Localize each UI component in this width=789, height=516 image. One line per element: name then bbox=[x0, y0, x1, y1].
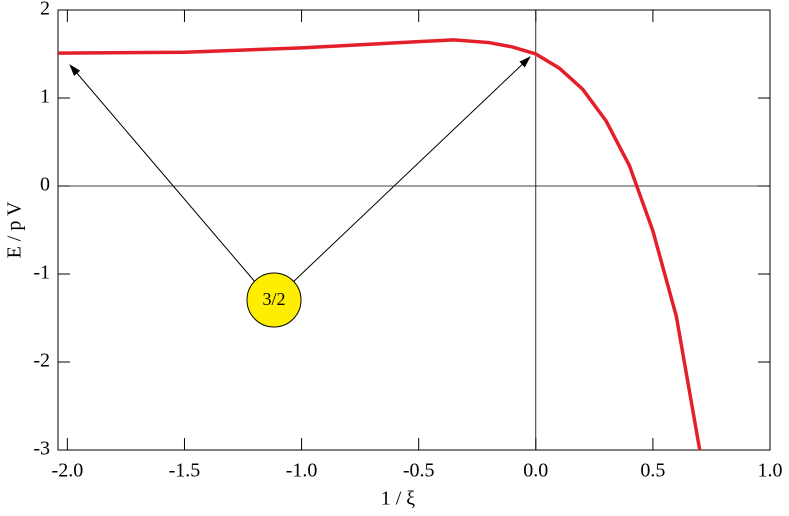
y-tick-label: -1 bbox=[33, 262, 50, 284]
y-axis-label: E / p V bbox=[4, 201, 26, 258]
annotation-circle bbox=[246, 272, 302, 328]
y-tick-label: 2 bbox=[40, 0, 50, 20]
x-tick-label: -1.0 bbox=[286, 460, 318, 482]
y-tick-label: 1 bbox=[40, 86, 50, 108]
x-tick-label: 1.0 bbox=[758, 460, 783, 482]
data-line bbox=[57, 38, 702, 451]
y-tick-label: -2 bbox=[33, 350, 50, 372]
annotation-arrow bbox=[291, 56, 531, 284]
plot-frame bbox=[57, 9, 771, 451]
x-tick-label: 0.0 bbox=[523, 460, 548, 482]
x-tick-label: -1.5 bbox=[169, 460, 201, 482]
x-tick-label: -2.0 bbox=[52, 460, 84, 482]
x-axis-label: 1 / ξ bbox=[381, 488, 416, 510]
y-tick-label: 0 bbox=[40, 174, 50, 196]
annotation-arrow bbox=[69, 64, 257, 284]
x-tick-label: 0.5 bbox=[640, 460, 665, 482]
y-tick-label: -3 bbox=[33, 438, 50, 460]
annotation-label: 3/2 bbox=[262, 289, 285, 309]
x-tick-label: -0.5 bbox=[403, 460, 435, 482]
